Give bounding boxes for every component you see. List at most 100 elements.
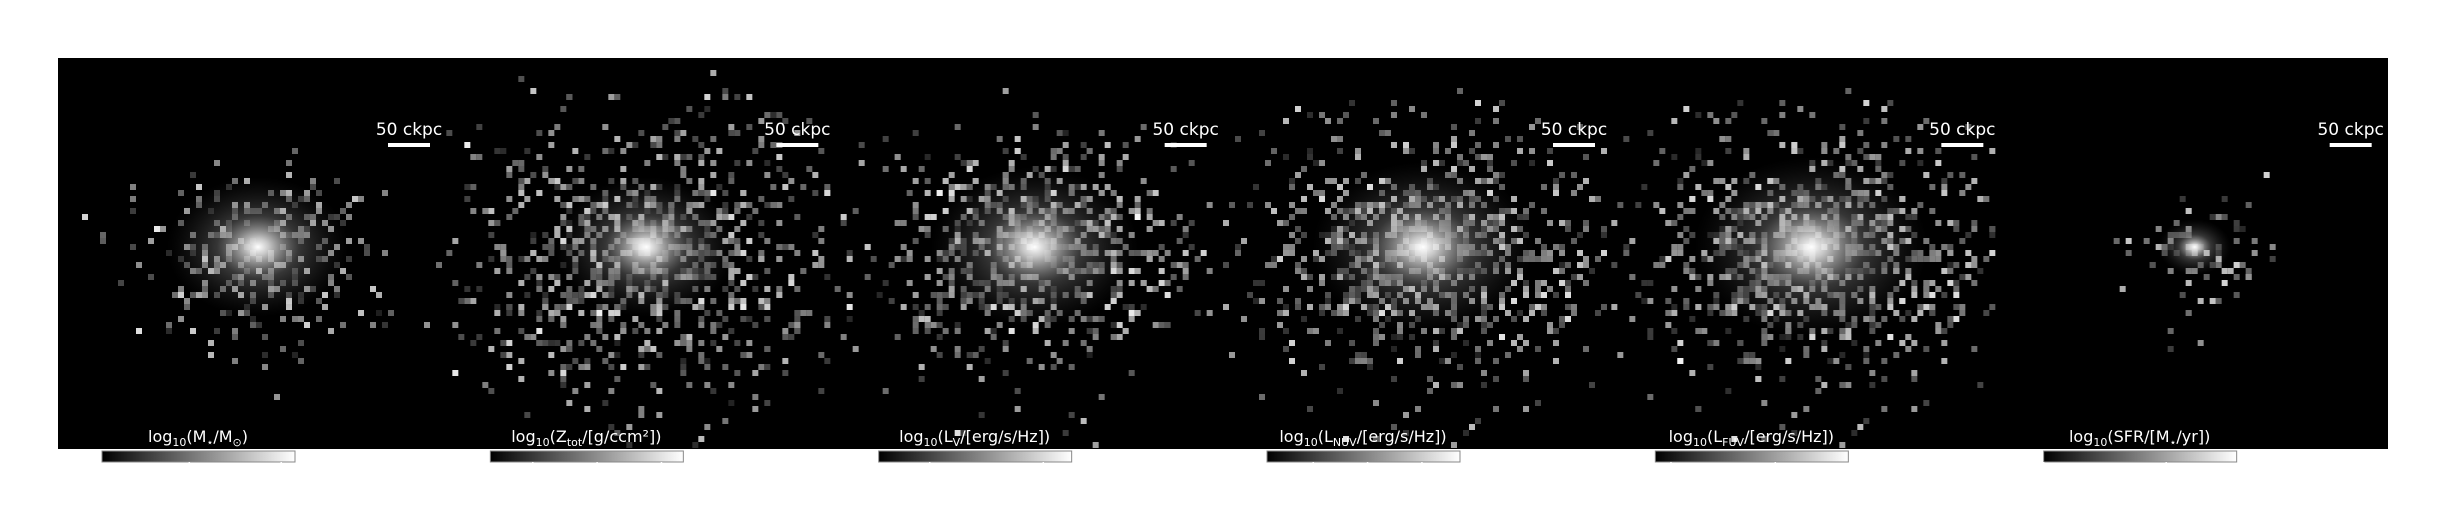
pixel (918, 316, 925, 322)
pixel (942, 178, 949, 184)
pixel (1929, 310, 1936, 316)
pixel (812, 190, 819, 196)
pixel (476, 154, 483, 160)
pixel (818, 262, 825, 268)
pixel (1857, 130, 1864, 136)
pixel (1086, 352, 1093, 358)
pixel (1170, 166, 1177, 172)
pixel (1307, 148, 1313, 154)
pixel (2125, 238, 2132, 244)
pixel (794, 328, 801, 334)
pixel (806, 310, 813, 316)
label-part: (Z (550, 427, 567, 446)
pixel (936, 298, 943, 304)
pixel (1098, 172, 1105, 178)
pixel (1665, 298, 1672, 304)
pixel (602, 148, 609, 154)
pixel (1325, 292, 1331, 298)
pixel (1929, 304, 1936, 310)
pixel (1553, 340, 1559, 346)
pixel (566, 202, 573, 208)
pixel (1707, 364, 1714, 370)
pixel (1719, 136, 1726, 142)
pixel (172, 292, 178, 298)
pixel (1176, 214, 1183, 220)
pixel (1565, 292, 1571, 298)
pixel (1277, 310, 1283, 316)
pixel (1761, 436, 1768, 442)
pixel (644, 346, 651, 352)
pixel (1493, 376, 1499, 382)
pixel (1373, 118, 1379, 124)
pixel (1989, 148, 1996, 154)
pixel (954, 430, 961, 436)
pixel (734, 268, 741, 274)
colorbar-tick-label: 2 (2038, 470, 2049, 490)
pixel (2167, 268, 2174, 274)
pixel (1271, 256, 1277, 262)
pixel (1451, 382, 1457, 388)
pixel (882, 136, 889, 142)
pixel (340, 208, 346, 214)
pixel (524, 196, 531, 202)
colorbar-tick-label: 28 (1032, 470, 1054, 490)
pixel (1881, 358, 1888, 364)
pixel (1845, 382, 1852, 388)
pixel (232, 358, 238, 364)
pixel (912, 328, 919, 334)
pixel (1839, 334, 1846, 340)
pixel (560, 382, 567, 388)
pixel (638, 412, 645, 418)
pixel (1050, 154, 1057, 160)
pixel (536, 274, 543, 280)
pixel (542, 256, 549, 262)
pixel (1158, 244, 1165, 250)
pixel (1917, 310, 1924, 316)
pixel (1589, 382, 1595, 388)
pixel (1553, 358, 1559, 364)
pixel (1911, 340, 1918, 346)
pixel (2149, 262, 2156, 268)
pixel (918, 376, 925, 382)
pixel (1451, 142, 1457, 148)
pixel (494, 268, 501, 274)
pixel (912, 238, 919, 244)
pixel (464, 298, 471, 304)
pixel (1989, 232, 1996, 238)
pixel (1707, 112, 1714, 118)
pixel (710, 190, 717, 196)
pixel (524, 274, 531, 280)
pixel (376, 310, 382, 316)
pixel (1665, 322, 1672, 328)
pixel (572, 388, 579, 394)
pixel (1337, 310, 1343, 316)
pixel (1671, 118, 1678, 124)
pixel (1451, 442, 1457, 448)
pixel (1385, 130, 1391, 136)
pixel (1601, 226, 1607, 232)
pixel (2239, 226, 2246, 232)
pixel (644, 364, 651, 370)
pixel (1427, 376, 1433, 382)
pixel (912, 208, 919, 214)
pixel (1289, 202, 1295, 208)
pixel (704, 382, 711, 388)
pixel (1905, 148, 1912, 154)
pixel (530, 232, 537, 238)
pixel (846, 316, 853, 322)
pixel (852, 208, 859, 214)
pixel (1146, 190, 1153, 196)
label-subscript: V (953, 436, 961, 449)
pixel (656, 328, 663, 334)
pixel (506, 364, 513, 370)
pixel (1397, 358, 1403, 364)
label-subscript: FUV (1722, 436, 1744, 449)
pixel (482, 382, 489, 388)
pixel (734, 160, 741, 166)
pixel (1481, 316, 1487, 322)
pixel (1725, 136, 1732, 142)
pixel (740, 298, 747, 304)
pixel (2113, 238, 2120, 244)
pixel (764, 172, 771, 178)
